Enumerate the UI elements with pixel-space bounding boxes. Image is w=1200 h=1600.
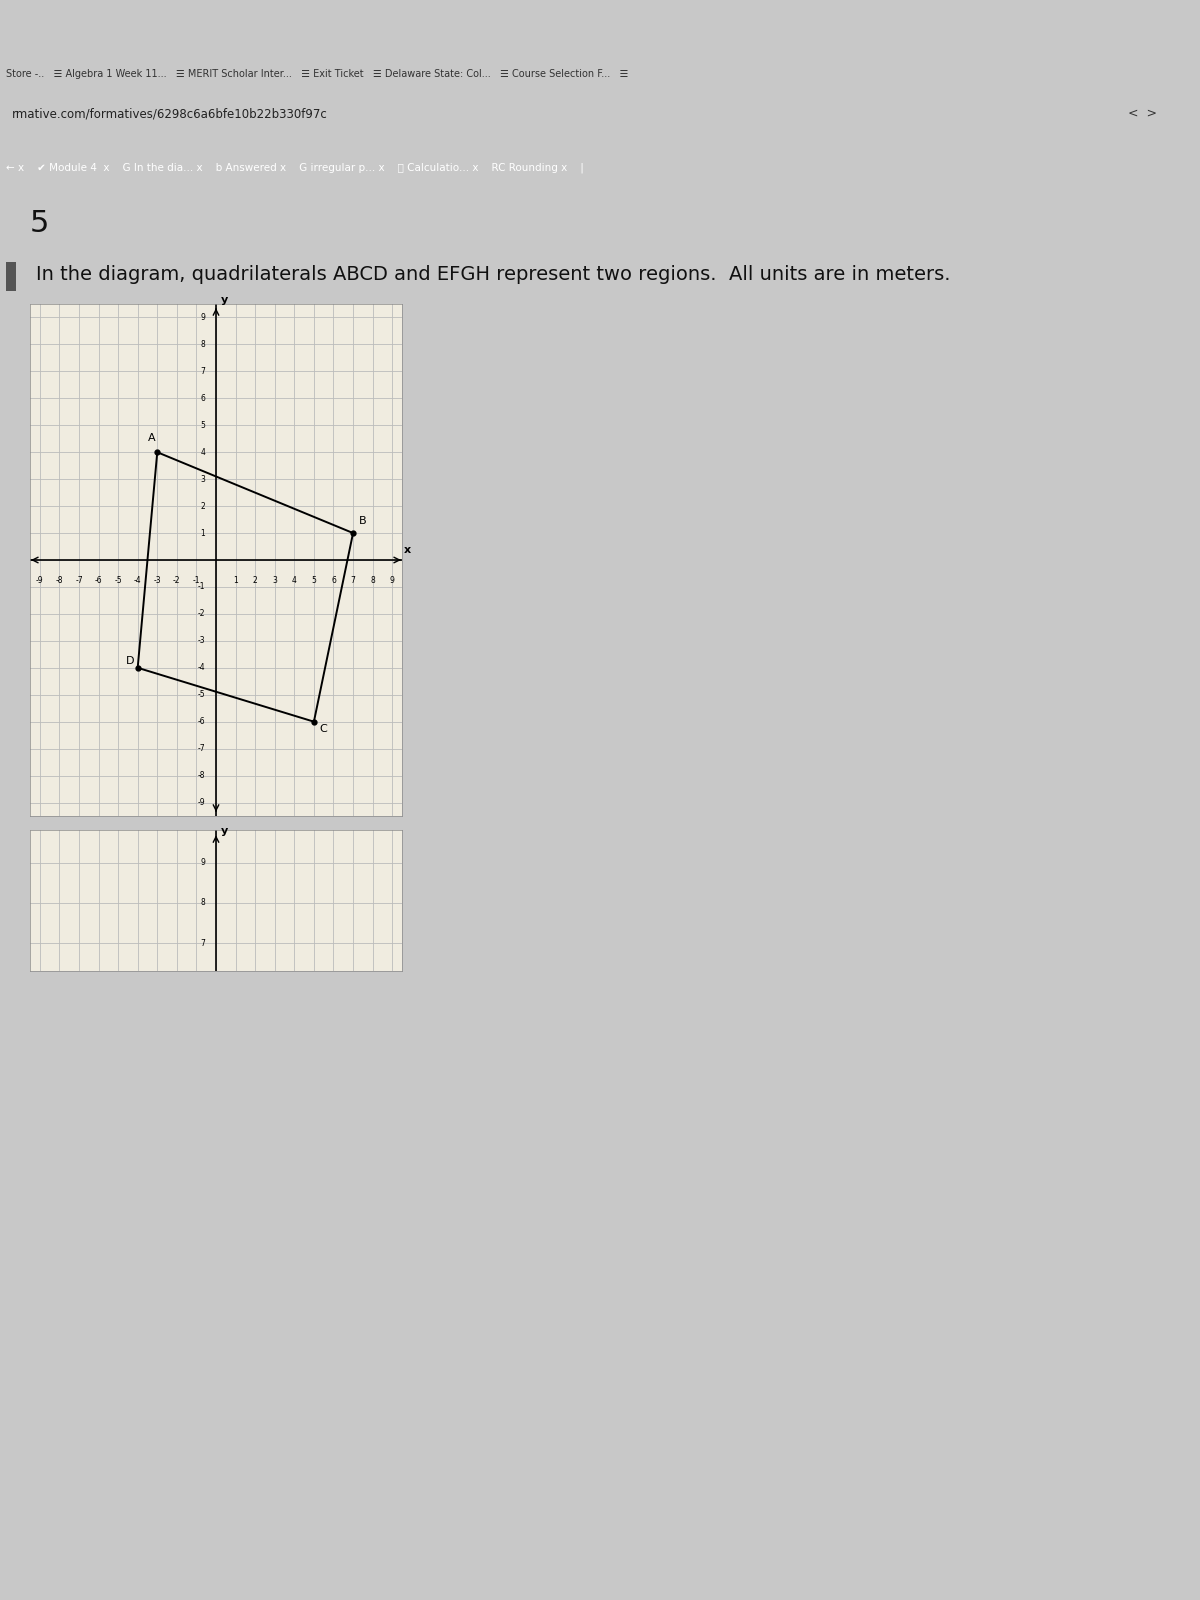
Text: rmative.com/formatives/6298c6a6bfe10b22b330f97c: rmative.com/formatives/6298c6a6bfe10b22b… bbox=[12, 107, 328, 120]
Text: x: x bbox=[404, 546, 412, 555]
Text: -3: -3 bbox=[198, 637, 205, 645]
Text: ← x    ✔ Module 4  x    G In the dia... x    b Answered x    G irregular p... x : ← x ✔ Module 4 x G In the dia... x b Ans… bbox=[6, 163, 584, 173]
Text: 4: 4 bbox=[200, 448, 205, 456]
Text: -8: -8 bbox=[198, 771, 205, 781]
Text: -4: -4 bbox=[134, 576, 142, 586]
Text: y: y bbox=[221, 827, 228, 837]
Text: 9: 9 bbox=[200, 858, 205, 867]
Text: 8: 8 bbox=[371, 576, 376, 586]
Text: -9: -9 bbox=[36, 576, 43, 586]
Text: B: B bbox=[359, 515, 366, 526]
Text: 4: 4 bbox=[292, 576, 296, 586]
Text: <  >: < > bbox=[1128, 107, 1157, 120]
Text: -2: -2 bbox=[198, 610, 205, 618]
Text: A: A bbox=[148, 434, 155, 443]
Text: -5: -5 bbox=[198, 690, 205, 699]
Text: -4: -4 bbox=[198, 664, 205, 672]
Text: -6: -6 bbox=[95, 576, 102, 586]
Text: -3: -3 bbox=[154, 576, 161, 586]
Text: 7: 7 bbox=[350, 576, 355, 586]
Text: y: y bbox=[221, 294, 228, 304]
Text: 5: 5 bbox=[30, 210, 49, 238]
Text: 5: 5 bbox=[200, 421, 205, 430]
Text: -7: -7 bbox=[76, 576, 83, 586]
Text: -2: -2 bbox=[173, 576, 180, 586]
Text: -9: -9 bbox=[198, 798, 205, 806]
Text: 6: 6 bbox=[331, 576, 336, 586]
Text: 3: 3 bbox=[272, 576, 277, 586]
Text: 8: 8 bbox=[200, 898, 205, 907]
Text: 9: 9 bbox=[200, 314, 205, 322]
Text: Store -..   ☰ Algebra 1 Week 11...   ☰ MERIT Scholar Inter...   ☰ Exit Ticket   : Store -.. ☰ Algebra 1 Week 11... ☰ MERIT… bbox=[6, 69, 629, 78]
Text: 8: 8 bbox=[200, 339, 205, 349]
Text: -6: -6 bbox=[198, 717, 205, 726]
Text: 7: 7 bbox=[200, 366, 205, 376]
Text: -5: -5 bbox=[114, 576, 122, 586]
Text: -1: -1 bbox=[198, 582, 205, 592]
Text: 1: 1 bbox=[233, 576, 238, 586]
Text: 1: 1 bbox=[200, 528, 205, 538]
Text: 9: 9 bbox=[390, 576, 395, 586]
Text: In the diagram, quadrilaterals ABCD and EFGH represent two regions.  All units a: In the diagram, quadrilaterals ABCD and … bbox=[36, 266, 950, 285]
Text: 2: 2 bbox=[253, 576, 258, 586]
Text: 7: 7 bbox=[200, 939, 205, 947]
Text: 3: 3 bbox=[200, 475, 205, 483]
Text: -7: -7 bbox=[198, 744, 205, 754]
Text: -1: -1 bbox=[193, 576, 200, 586]
Text: 5: 5 bbox=[312, 576, 317, 586]
Text: 2: 2 bbox=[200, 502, 205, 510]
Text: 6: 6 bbox=[200, 394, 205, 403]
Text: C: C bbox=[319, 725, 328, 734]
Text: -8: -8 bbox=[55, 576, 64, 586]
Text: D: D bbox=[126, 656, 134, 666]
